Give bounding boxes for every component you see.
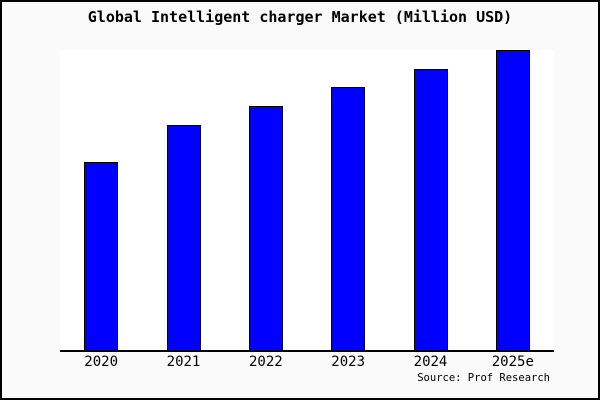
- bar-2025e: [495, 50, 530, 350]
- x-tick-label-2023: 2023: [331, 354, 366, 370]
- x-tick-label-2022: 2022: [248, 354, 283, 370]
- bar-2022: [248, 106, 283, 350]
- source-credit: Source: Prof Research: [417, 372, 550, 384]
- x-tick-label-2021: 2021: [166, 354, 201, 370]
- bar-2024: [413, 69, 448, 350]
- plot-area: [60, 50, 554, 352]
- chart-title: Global Intelligent charger Market (Milli…: [87, 8, 513, 26]
- x-tick-label-2025e: 2025e: [491, 354, 534, 370]
- x-tick-label-2024: 2024: [413, 354, 448, 370]
- x-tick-label-2020: 2020: [84, 354, 119, 370]
- bar-2023: [331, 87, 366, 350]
- bar-2020: [84, 162, 119, 350]
- bar-2021: [166, 125, 201, 350]
